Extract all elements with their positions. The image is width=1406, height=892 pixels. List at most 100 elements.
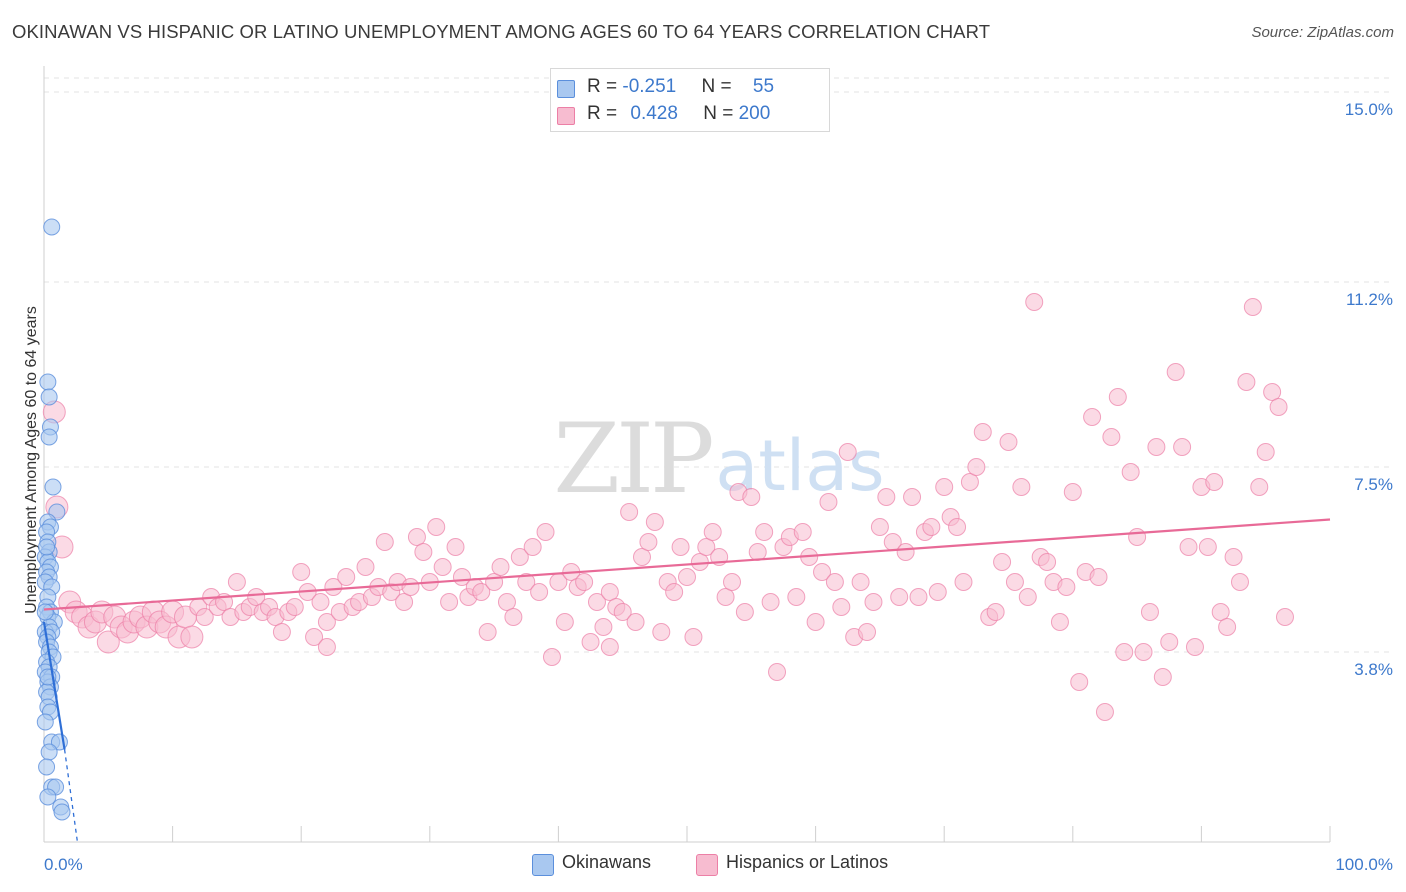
hispanic-point: [324, 578, 343, 596]
hispanic-point: [922, 518, 941, 536]
hispanic-point: [652, 623, 671, 641]
legend-item-okinawans[interactable]: Okinawans: [532, 852, 652, 876]
hispanic-point: [1179, 538, 1198, 556]
hispanic-point: [703, 523, 722, 541]
hispanic-point: [478, 623, 497, 641]
hispanic-point: [1038, 553, 1057, 571]
hispanic-point: [690, 553, 709, 571]
trend-lines: [42, 518, 1331, 843]
hispanic-point: [825, 573, 844, 591]
hispanic-point: [819, 493, 838, 511]
stats-row-okinawans: R = -0.251 N = 55: [557, 76, 774, 100]
hispanic-point: [1237, 373, 1256, 391]
x-tick-label-left: 0.0%: [44, 855, 83, 874]
hispanic-point: [735, 603, 754, 621]
hispanic-point: [1211, 603, 1230, 621]
hispanic-point: [858, 623, 877, 641]
okinawan-point: [40, 428, 58, 446]
y-tick-label: 3.8%: [1354, 660, 1393, 679]
hispanic-point: [1121, 463, 1140, 481]
hispanic-point: [671, 538, 690, 556]
hispanic-point: [542, 648, 561, 666]
hispanic-point: [356, 558, 375, 576]
legend-item-hispanics[interactable]: Hispanics or Latinos: [696, 852, 889, 876]
hispanic-point: [180, 625, 204, 649]
okinawan-point: [53, 803, 71, 821]
hispanic-point: [227, 573, 246, 591]
okinawan-point: [36, 713, 54, 731]
hispanic-point: [864, 593, 883, 611]
hispanic-point: [305, 628, 324, 646]
hispanic-point: [716, 588, 735, 606]
hispanic-point: [999, 433, 1018, 451]
hispanic-point: [1230, 573, 1249, 591]
hispanic-point: [317, 613, 336, 631]
stats-row-hispanics: R = 0.428 N = 200: [557, 103, 770, 127]
hispanic-point: [761, 593, 780, 611]
hispanic-point: [536, 523, 555, 541]
legend-label-hispanics: Hispanics or Latinos: [726, 852, 889, 872]
hispanic-point: [530, 583, 549, 601]
okinawan-point: [40, 388, 58, 406]
hispanic-point: [504, 608, 523, 626]
hispanic-point: [954, 573, 973, 591]
hispanic-point: [491, 558, 510, 576]
hispanic-swatch: [557, 107, 575, 125]
hispanic-trend-line: [43, 518, 1331, 611]
hispanic-point: [1128, 528, 1147, 546]
okinawan-point: [43, 218, 61, 236]
hispanic-point: [678, 568, 696, 586]
hispanic-point: [1115, 643, 1134, 661]
hispanic-point: [1108, 388, 1127, 406]
hispanic-point: [407, 528, 426, 546]
hispanic-point: [581, 633, 600, 651]
okinawan-point: [44, 478, 62, 496]
hispanic-point: [948, 518, 967, 536]
hispanic-point: [1018, 588, 1037, 606]
chart-title: OKINAWAN VS HISPANIC OR LATINO UNEMPLOYM…: [12, 21, 991, 42]
okinawan-point: [38, 538, 56, 556]
hispanic-point: [1263, 383, 1282, 401]
hispanic-point: [960, 473, 979, 491]
hispanic-point: [1134, 643, 1153, 661]
hispanic-point: [748, 543, 767, 561]
hispanic-point: [317, 638, 336, 656]
r-label: R =: [587, 103, 623, 124]
legend-label-okinawans: Okinawans: [562, 852, 652, 872]
okinawan-trend-extension: [63, 749, 79, 843]
source-credit: Source: ZipAtlas.com: [1251, 24, 1394, 41]
hispanic-point: [1095, 703, 1114, 721]
hispanic-point: [620, 503, 639, 521]
hispanic-point: [1275, 608, 1294, 626]
hispanic-point: [1256, 443, 1275, 461]
hispanic-point: [433, 558, 452, 576]
hispanic-point: [594, 618, 613, 636]
hispanic-point: [600, 583, 619, 601]
hispanic-point: [375, 533, 394, 551]
hispanic-point: [272, 623, 291, 641]
hispanic-point: [600, 638, 619, 656]
hispanic-point: [440, 593, 459, 611]
hispanic-point: [870, 518, 889, 536]
hispanic-point: [401, 578, 420, 596]
hispanic-point: [1089, 568, 1108, 586]
okinawan-point: [39, 373, 57, 391]
hispanic-point: [446, 538, 465, 556]
hispanic-point: [575, 573, 594, 591]
hispanic-point: [1050, 613, 1069, 631]
hispanic-point: [838, 443, 857, 461]
legend: Okinawans Hispanics or Latinos: [0, 852, 1406, 878]
hispanic-point: [723, 573, 742, 591]
hispanic-point: [1005, 573, 1024, 591]
hispanic-point: [1185, 638, 1204, 656]
hispanic-point: [1083, 408, 1102, 426]
hispanic-point: [1198, 538, 1217, 556]
y-tick-label: 15.0%: [1345, 100, 1393, 119]
hispanic-point: [665, 583, 684, 601]
hispanic-point: [510, 548, 529, 566]
hispanic-point: [96, 630, 120, 654]
legend-swatch-okinawans: [532, 854, 554, 876]
hispanic-point: [1057, 578, 1076, 596]
hispanic-point: [337, 568, 356, 586]
